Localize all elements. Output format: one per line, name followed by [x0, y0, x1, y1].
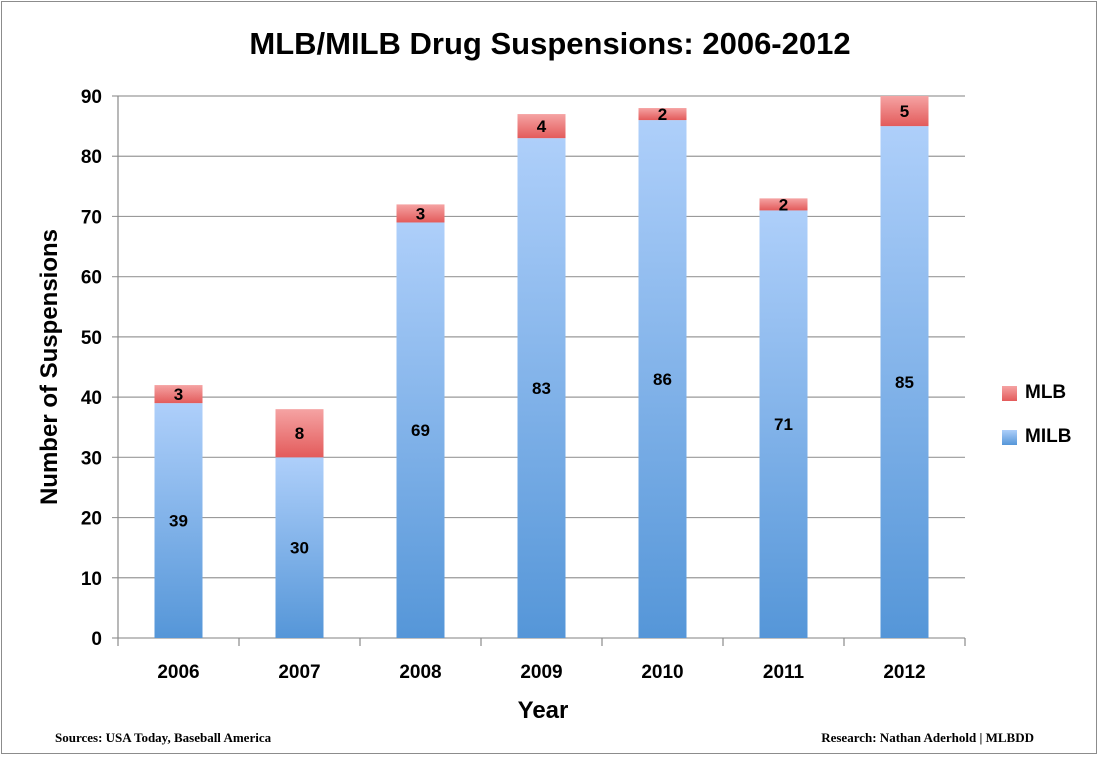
bar-mlb-2010 — [638, 108, 687, 121]
y-tick-label: 0 — [91, 629, 102, 650]
bar-mlb-2009 — [517, 114, 566, 139]
y-tick-label: 10 — [81, 569, 102, 590]
data-label-milb-2007: 30 — [290, 539, 309, 558]
y-tick-label: 40 — [81, 388, 102, 409]
bar-milb-2011 — [759, 210, 808, 638]
data-label-mlb-2006: 3 — [174, 385, 183, 404]
legend-item-mlb: MLB — [1002, 380, 1071, 406]
bar-milb-2009 — [517, 138, 566, 638]
y-tick-label: 80 — [81, 147, 102, 168]
data-label-mlb-2008: 3 — [416, 204, 425, 223]
legend: MLB MILB — [1002, 380, 1071, 468]
y-tick-label: 70 — [81, 207, 102, 228]
bar-milb-2007 — [275, 457, 324, 638]
y-tick-label: 20 — [81, 509, 102, 530]
x-tick-label: 2010 — [641, 662, 683, 683]
bar-mlb-2007 — [275, 409, 324, 458]
bar-mlb-2011 — [759, 198, 808, 211]
data-label-mlb-2009: 4 — [537, 117, 547, 136]
data-label-milb-2006: 39 — [169, 512, 188, 531]
data-labels: 39 3 30 8 69 3 83 4 86 2 71 2 85 5 — [169, 102, 914, 558]
y-tick-label: 30 — [81, 448, 102, 469]
data-label-mlb-2010: 2 — [658, 105, 667, 124]
x-tick-label: 2011 — [763, 662, 805, 683]
legend-label-mlb: MLB — [1025, 382, 1067, 403]
x-tick-label: 2007 — [278, 662, 320, 683]
y-axis-label: Number of Suspensions — [36, 228, 63, 506]
bar-mlb-2012 — [880, 96, 929, 127]
x-axis-label: Year — [517, 697, 569, 724]
y-tick-label: 50 — [81, 328, 102, 349]
bar-mlb-2008 — [396, 204, 445, 223]
x-tick-label: 2012 — [883, 662, 925, 683]
data-label-mlb-2012: 5 — [900, 102, 909, 121]
data-label-milb-2012: 85 — [895, 373, 914, 392]
x-tick-label: 2009 — [520, 662, 562, 683]
bar-milb-2012 — [880, 126, 929, 638]
x-tick-label: 2006 — [157, 662, 199, 683]
data-label-mlb-2007: 8 — [295, 424, 304, 443]
legend-item-milb: MILB — [1002, 424, 1071, 450]
data-label-milb-2008: 69 — [411, 421, 430, 440]
data-label-mlb-2011: 2 — [779, 195, 788, 214]
data-label-milb-2010: 86 — [653, 370, 672, 389]
bar-mlb-2006 — [154, 385, 203, 404]
data-label-milb-2011: 71 — [774, 415, 793, 434]
source-note: Sources: USA Today, Baseball America — [55, 730, 272, 745]
x-tick-label: 2008 — [399, 662, 441, 683]
y-tick-label: 90 — [81, 87, 102, 108]
legend-swatch-mlb — [1002, 385, 1017, 401]
legend-swatch-milb — [1002, 429, 1017, 445]
bars — [154, 96, 929, 639]
legend-label-milb: MILB — [1025, 426, 1072, 447]
y-tick-label: 60 — [81, 268, 102, 289]
bar-milb-2008 — [396, 222, 445, 638]
bar-milb-2006 — [154, 403, 203, 638]
research-credit: Research: Nathan Aderhold | MLBDD — [821, 730, 1034, 745]
bar-milb-2010 — [638, 120, 687, 639]
chart-title: MLB/MILB Drug Suspensions: 2006-2012 — [249, 26, 851, 61]
data-label-milb-2009: 83 — [532, 379, 551, 398]
axes: 0 10 20 30 40 50 60 70 80 90 2006 2007 2008 2009 2010 2… — [81, 87, 966, 683]
